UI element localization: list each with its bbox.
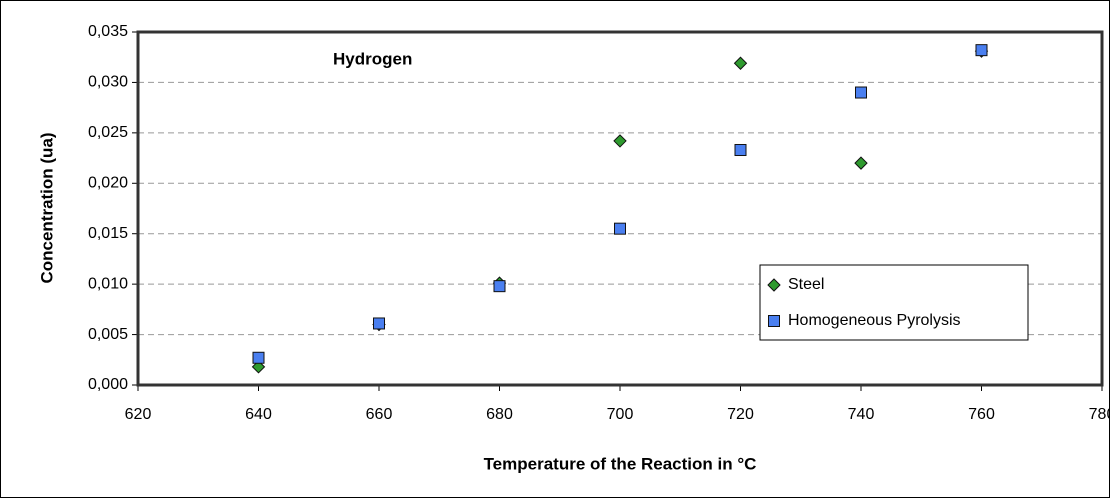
legend-label: Homogeneous Pyrolysis: [788, 312, 961, 329]
point: [734, 144, 747, 157]
point: [975, 44, 988, 57]
y-tick-label: 0,030: [88, 74, 128, 91]
point: [252, 351, 265, 364]
x-tick-label: 720: [727, 406, 754, 423]
y-tick-label: 0,000: [88, 376, 128, 393]
x-axis-label: Temperature of the Reaction in °C: [484, 454, 757, 473]
x-tick-label: 680: [486, 406, 513, 423]
point: [614, 222, 626, 235]
x-tick-label: 620: [125, 406, 152, 423]
point: [855, 86, 867, 99]
point: [373, 317, 385, 330]
x-tick-label: 660: [366, 406, 393, 423]
y-tick-label: 0,005: [88, 326, 128, 343]
legend: [759, 264, 1029, 341]
point: [251, 360, 266, 374]
x-tick-label: 760: [968, 406, 995, 423]
point: [613, 134, 627, 148]
y-tick-label: 0,020: [88, 175, 128, 192]
legend-marker: [767, 278, 781, 292]
y-axis-label: Concentration (ua): [37, 132, 56, 283]
legend-marker: [768, 315, 780, 327]
y-tick-label: 0,035: [88, 23, 128, 40]
annotation: Hydrogen: [333, 49, 412, 68]
point: [493, 280, 506, 293]
x-tick-label: 700: [607, 406, 634, 423]
point: [733, 56, 748, 70]
y-tick-label: 0,015: [88, 225, 128, 242]
y-tick-label: 0,010: [88, 275, 128, 292]
point: [854, 156, 868, 170]
plot-area: [136, 30, 1104, 387]
x-tick-label: 740: [848, 406, 875, 423]
x-tick-label: 640: [245, 406, 272, 423]
legend-label: Steel: [788, 276, 824, 293]
y-tick-label: 0,025: [88, 124, 128, 141]
x-tick-label: 780: [1089, 406, 1110, 423]
